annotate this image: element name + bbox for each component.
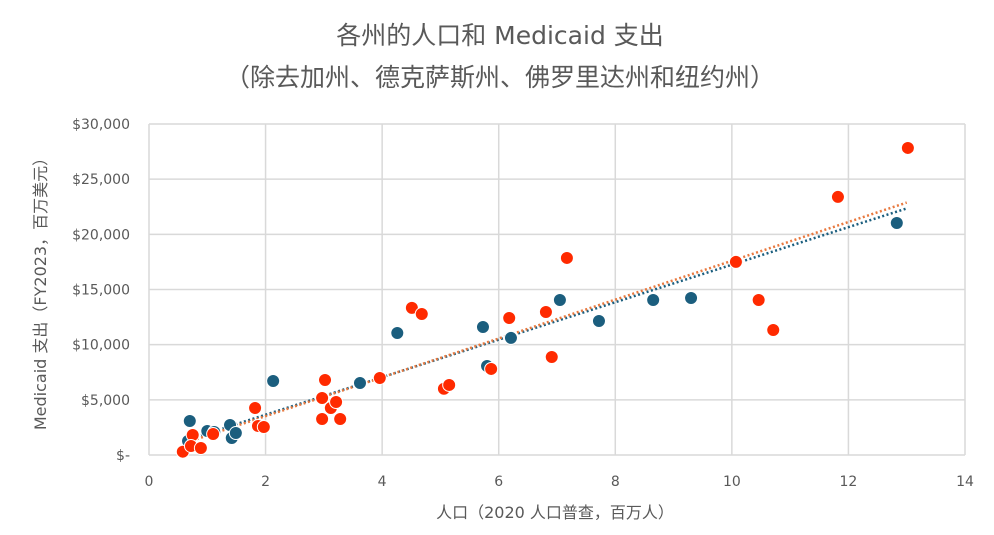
chart-title: 各州的人口和 Medicaid 支出 bbox=[336, 21, 664, 50]
data-point-blue bbox=[228, 426, 243, 441]
y-axis-ticks: $- $5,000 $10,000 $15,000 $20,000 $25,000 $30,… bbox=[72, 117, 130, 464]
data-point-red bbox=[766, 322, 781, 337]
data-point-blue bbox=[266, 373, 281, 388]
data-point-blue bbox=[552, 292, 567, 307]
x-tick-label: 10 bbox=[723, 474, 741, 490]
y-tick-label: $25,000 bbox=[72, 172, 130, 188]
data-point-red bbox=[538, 305, 553, 320]
data-point-red bbox=[544, 350, 559, 365]
y-axis-label: Medicaid 支出（FY2023，百万美元） bbox=[31, 150, 50, 430]
x-tick-label: 0 bbox=[145, 474, 154, 490]
chart-subtitle: （除去加州、德克萨斯州、佛罗里达州和纽约州） bbox=[225, 63, 775, 92]
data-point-blue bbox=[475, 320, 490, 335]
trendlines bbox=[183, 201, 908, 445]
x-axis-ticks: 0 2 4 6 8 10 12 14 bbox=[145, 474, 974, 490]
x-tick-label: 12 bbox=[840, 474, 858, 490]
data-point-blue bbox=[889, 215, 904, 230]
data-point-red bbox=[318, 372, 333, 387]
data-point-blue bbox=[591, 313, 606, 328]
y-tick-label: $5,000 bbox=[81, 393, 130, 409]
data-point-red bbox=[315, 390, 330, 405]
data-point-red bbox=[900, 140, 915, 155]
data-point-red bbox=[256, 419, 271, 434]
data-point-red bbox=[315, 412, 330, 427]
gridlines bbox=[148, 123, 966, 456]
data-points bbox=[175, 140, 915, 459]
x-tick-label: 2 bbox=[261, 474, 270, 490]
data-point-red bbox=[333, 412, 348, 427]
trendline-blue bbox=[183, 207, 908, 443]
trendline-red bbox=[183, 201, 908, 445]
data-point-red bbox=[248, 400, 263, 415]
data-point-red bbox=[206, 427, 221, 442]
data-point-red bbox=[484, 361, 499, 376]
x-tick-label: 6 bbox=[494, 474, 503, 490]
data-point-blue bbox=[352, 375, 367, 390]
data-point-red bbox=[442, 377, 457, 392]
x-axis-label: 人口（2020 人口普查，百万人） bbox=[436, 503, 674, 522]
data-point-red bbox=[193, 441, 208, 456]
x-tick-label: 8 bbox=[611, 474, 620, 490]
data-point-red bbox=[559, 250, 574, 265]
x-tick-label: 4 bbox=[378, 474, 387, 490]
data-point-blue bbox=[503, 330, 518, 345]
data-point-red bbox=[502, 310, 517, 325]
y-tick-label: $15,000 bbox=[72, 283, 130, 299]
data-point-red bbox=[830, 189, 845, 204]
y-tick-label: $- bbox=[116, 448, 130, 464]
data-point-blue bbox=[182, 414, 197, 429]
y-tick-label: $10,000 bbox=[72, 338, 130, 354]
x-tick-label: 14 bbox=[956, 474, 974, 490]
data-point-red bbox=[728, 254, 743, 269]
data-point-red bbox=[329, 395, 344, 410]
data-point-blue bbox=[684, 290, 699, 305]
data-point-blue bbox=[646, 292, 661, 307]
y-tick-label: $20,000 bbox=[72, 227, 130, 243]
data-point-red bbox=[372, 370, 387, 385]
data-point-red bbox=[414, 306, 429, 321]
data-point-blue bbox=[390, 325, 405, 340]
y-tick-label: $30,000 bbox=[72, 117, 130, 133]
data-point-red bbox=[751, 292, 766, 307]
